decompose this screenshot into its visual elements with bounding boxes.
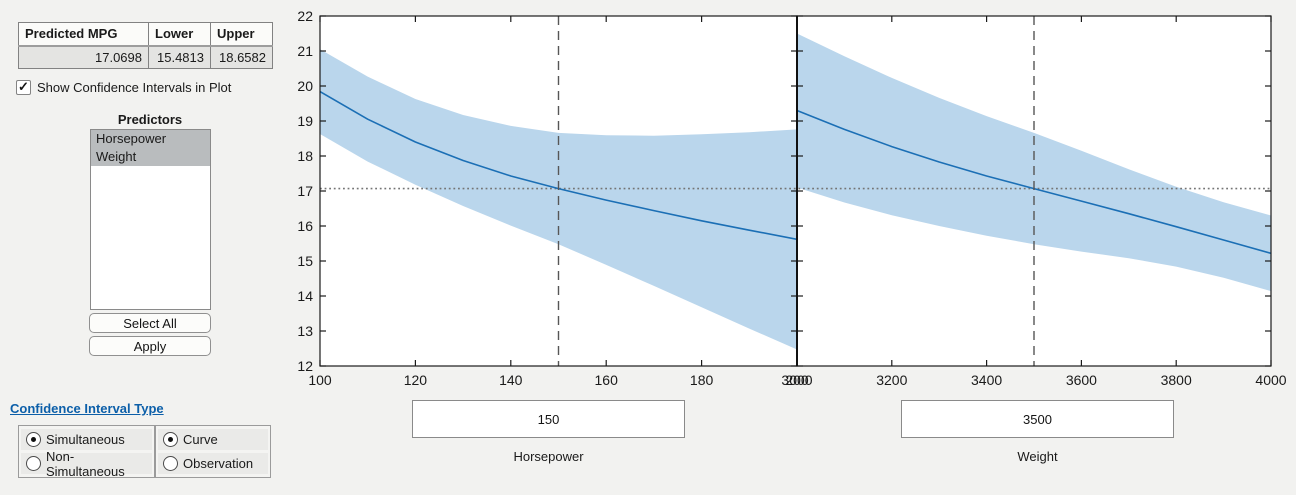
simultaneity-radio-group: Simultaneous Non-Simultaneous (18, 425, 155, 479)
radio-icon[interactable] (26, 456, 41, 471)
svg-text:18: 18 (297, 148, 313, 164)
svg-text:21: 21 (297, 43, 313, 59)
svg-text:140: 140 (499, 372, 523, 388)
radio-simultaneous[interactable]: Simultaneous (21, 429, 152, 450)
radio-icon[interactable] (163, 432, 178, 447)
svg-text:13: 13 (297, 323, 313, 339)
table-value-row: 17.0698 15.4813 18.6582 (18, 44, 273, 69)
select-all-button[interactable]: Select All (89, 313, 211, 333)
radio-curve[interactable]: Curve (158, 429, 268, 450)
svg-text:15: 15 (297, 253, 313, 269)
header-lower: Lower (148, 22, 211, 46)
predictors-listbox[interactable]: Horsepower Weight (90, 129, 211, 310)
svg-text:19: 19 (297, 113, 313, 129)
horsepower-value-input[interactable] (412, 400, 685, 438)
svg-text:3000: 3000 (781, 372, 812, 388)
svg-text:3400: 3400 (971, 372, 1002, 388)
check-icon: ✓ (18, 79, 29, 94)
svg-text:3800: 3800 (1161, 372, 1192, 388)
svg-text:22: 22 (297, 8, 313, 24)
svg-text:180: 180 (690, 372, 714, 388)
radio-dot (31, 437, 36, 442)
svg-text:14: 14 (297, 288, 313, 304)
weight-value-input[interactable] (901, 400, 1174, 438)
radio-icon[interactable] (163, 456, 178, 471)
svg-text:3200: 3200 (876, 372, 907, 388)
radio-label: Simultaneous (46, 432, 125, 447)
svg-text:12: 12 (297, 358, 313, 374)
radio-label: Curve (183, 432, 218, 447)
svg-text:120: 120 (404, 372, 428, 388)
header-upper: Upper (210, 22, 273, 46)
list-item-weight[interactable]: Weight (91, 148, 210, 166)
lower-value: 15.4813 (148, 44, 211, 69)
radio-non-simultaneous[interactable]: Non-Simultaneous (21, 449, 152, 479)
upper-value: 18.6582 (210, 44, 273, 69)
svg-text:200: 200 (785, 372, 809, 388)
confidence-interval-type-link[interactable]: Confidence Interval Type (10, 401, 164, 416)
predicted-mpg-value: 17.0698 (18, 44, 149, 69)
list-item-horsepower[interactable]: Horsepower (91, 130, 210, 148)
weight-axis-label: Weight (1017, 449, 1058, 464)
svg-text:160: 160 (595, 372, 619, 388)
svg-text:17: 17 (297, 183, 313, 199)
bound-type-radio-group: Curve Observation (155, 425, 271, 478)
checkbox-icon[interactable]: ✓ (16, 80, 31, 95)
radio-label: Non-Simultaneous (46, 448, 125, 479)
checkbox-label: Show Confidence Intervals in Plot (37, 80, 232, 95)
svg-text:20: 20 (297, 78, 313, 94)
radio-icon[interactable] (26, 432, 41, 447)
show-confidence-intervals-checkbox[interactable]: ✓ Show Confidence Intervals in Plot (16, 80, 231, 95)
predictors-title: Predictors (117, 112, 183, 127)
radio-observation[interactable]: Observation (158, 453, 268, 474)
table-header-row: Predicted MPG Lower Upper (18, 22, 273, 46)
apply-button[interactable]: Apply (89, 336, 211, 356)
svg-text:3600: 3600 (1066, 372, 1097, 388)
radio-label: Observation (183, 456, 254, 471)
svg-text:100: 100 (308, 372, 332, 388)
svg-text:16: 16 (297, 218, 313, 234)
radio-dot (168, 437, 173, 442)
svg-text:4000: 4000 (1255, 372, 1286, 388)
prediction-summary-table: Predicted MPG Lower Upper 17.0698 15.481… (18, 22, 273, 69)
horsepower-axis-label: Horsepower (513, 449, 584, 464)
